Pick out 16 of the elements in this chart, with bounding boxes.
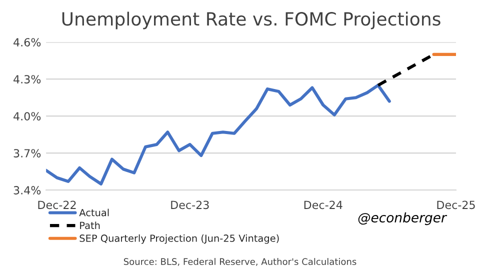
y-tick-label: 4.0% (14, 112, 41, 120)
legend-label: Path (80, 222, 100, 230)
y-tick-label: 3.4% (14, 186, 41, 194)
x-tick-label: Dec-25 (437, 200, 475, 210)
source-note: Source: BLS, Federal Reserve, Author's Calculations (124, 258, 356, 266)
y-tick-label: 4.3% (14, 75, 41, 84)
text: @econberger (358, 212, 448, 226)
x-tick-label: Dec-24 (304, 200, 342, 210)
y-tick-label: 4.6% (14, 38, 41, 46)
line-series (46, 84, 391, 186)
y-tick-label: 3.7% (14, 149, 41, 158)
legend-label: SEP Quarterly Projection (Jun-25 Vintage) (80, 234, 279, 244)
x-tick-label: Dec-23 (171, 200, 209, 210)
legend-label: Actual (79, 208, 109, 216)
chart-title: Unemployment Rate vs. FOMC Projections (62, 12, 440, 30)
x-tick-label: Dec-22 (38, 200, 76, 210)
